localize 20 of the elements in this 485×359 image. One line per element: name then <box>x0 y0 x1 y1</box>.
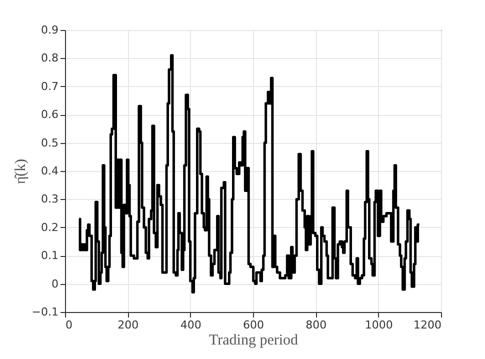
x-tick-label: 800 <box>306 318 327 332</box>
y-axis-title: η̂(k) <box>12 158 29 184</box>
y-tick-label: 0.2 <box>41 220 58 234</box>
x-tick-label: 600 <box>243 318 264 332</box>
x-tick-label: 0 <box>66 318 72 332</box>
y-tick-label: 0 <box>52 277 58 290</box>
x-tick-label: 1200 <box>414 318 442 332</box>
y-tick-label: 0.6 <box>41 108 58 122</box>
x-tick-label: 400 <box>180 318 202 332</box>
y-tick-label: 0.9 <box>41 24 58 36</box>
x-tick-label: 1000 <box>364 318 393 332</box>
y-tick-label: 0.7 <box>41 80 58 93</box>
y-tick-label: 0.3 <box>41 192 58 206</box>
y-tick-label: 0.1 <box>41 249 58 262</box>
y-tick-label: 0.5 <box>41 136 58 150</box>
x-tick-label: 200 <box>118 318 139 332</box>
y-tick-label: 0.4 <box>41 164 58 178</box>
y-tick-label: 0.8 <box>41 52 58 65</box>
x-axis-title: Trading period <box>208 332 299 348</box>
y-tick-label: −0.1 <box>32 306 58 318</box>
